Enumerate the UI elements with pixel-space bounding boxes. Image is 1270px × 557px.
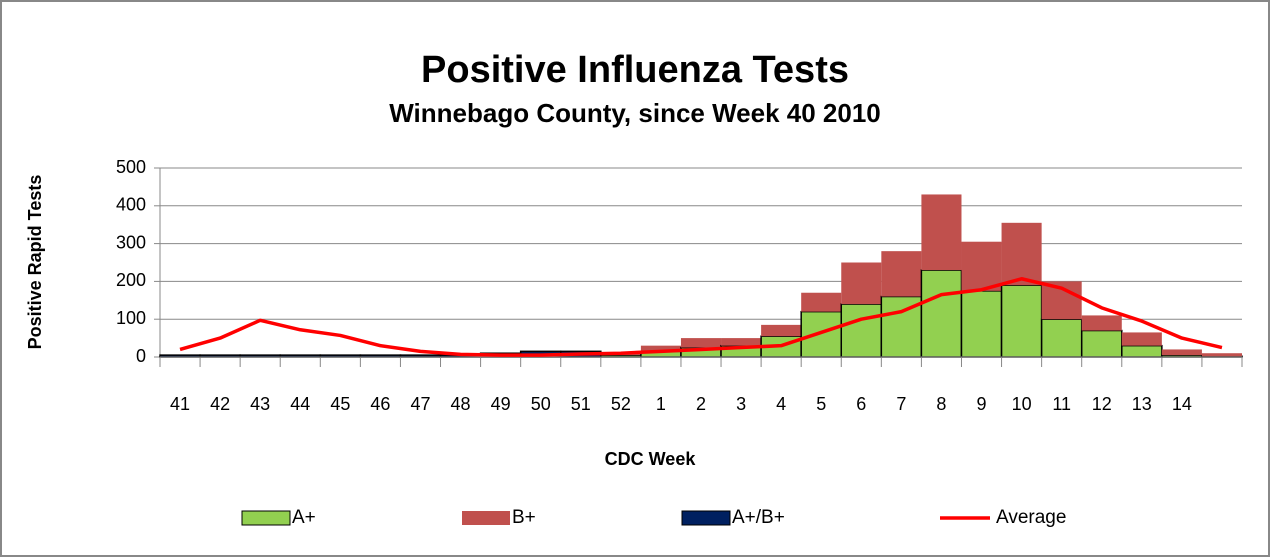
bar [721, 338, 762, 346]
y-tick-label: 300 [116, 232, 146, 252]
y-tick-label: 400 [116, 195, 146, 215]
bar [761, 324, 802, 337]
x-tick-label: 41 [170, 394, 190, 414]
bar [840, 303, 883, 358]
x-tick-label: 45 [330, 394, 350, 414]
x-tick-label: 42 [210, 394, 230, 414]
x-axis-label: CDC Week [605, 449, 697, 469]
legend-label: A+/B+ [732, 507, 785, 528]
bar [961, 241, 1002, 291]
bar [920, 269, 963, 358]
bar [800, 310, 843, 358]
y-tick-label: 0 [136, 346, 146, 366]
x-tick-label: 3 [736, 394, 746, 414]
bar [640, 345, 681, 352]
bar [680, 338, 722, 348]
bar [921, 194, 962, 271]
bar [1161, 349, 1202, 356]
x-tick-label: 52 [611, 394, 631, 414]
bar [801, 292, 842, 312]
x-tick-label: 2 [696, 394, 706, 414]
bar [1121, 344, 1163, 358]
x-tick-label: 9 [977, 394, 987, 414]
x-tick-label: 14 [1172, 394, 1192, 414]
chart-subtitle: Winnebago County, since Week 40 2010 [389, 98, 881, 128]
legend-label: A+ [292, 507, 316, 528]
legend-swatch [241, 510, 291, 526]
x-tick-label: 7 [896, 394, 906, 414]
x-tick-label: 46 [370, 394, 390, 414]
bar [1201, 353, 1242, 357]
bar [1001, 222, 1042, 286]
legend-swatch [462, 511, 510, 525]
bar [1000, 284, 1043, 358]
x-tick-label: 48 [451, 394, 471, 414]
legend-swatch [681, 510, 731, 526]
x-tick-label: 13 [1132, 394, 1152, 414]
y-tick-label: 200 [116, 270, 146, 290]
x-tick-label: 10 [1012, 394, 1032, 414]
bar [1081, 315, 1122, 331]
x-tick-label: 49 [491, 394, 511, 414]
line-series [179, 277, 1223, 357]
legend-label: B+ [512, 507, 536, 528]
x-tick-label: 43 [250, 394, 270, 414]
chart-title: Positive Influenza Tests [421, 49, 849, 91]
x-tick-label: 5 [816, 394, 826, 414]
y-tick-label: 500 [116, 157, 146, 177]
bar [960, 290, 1003, 358]
x-tick-label: 4 [776, 394, 786, 414]
x-tick-label: 47 [410, 394, 430, 414]
x-tick-label: 50 [531, 394, 551, 414]
bar [881, 251, 922, 297]
y-tick-label: 100 [116, 308, 146, 328]
bar [1121, 332, 1162, 346]
bar [841, 262, 882, 305]
x-tick-label: 6 [856, 394, 866, 414]
x-tick-label: 11 [1052, 394, 1071, 414]
x-tick-label: 1 [656, 394, 666, 414]
x-tick-label: 12 [1092, 394, 1112, 414]
bar [1080, 329, 1123, 358]
y-axis-label: Positive Rapid Tests [25, 175, 45, 350]
x-tick-label: 51 [571, 394, 591, 414]
bar [1040, 318, 1083, 358]
legend-label: Average [996, 507, 1066, 528]
x-tick-label: 44 [290, 394, 310, 414]
x-tick-label: 8 [936, 394, 946, 414]
